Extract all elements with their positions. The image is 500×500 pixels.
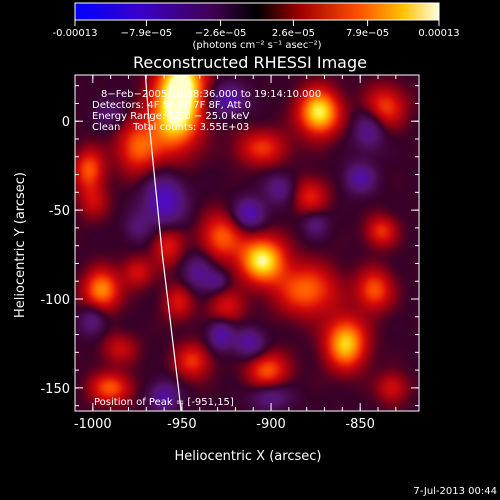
y-tick-label: -100 [40,293,70,308]
y-axis: 0 -50 -100 -150 [40,85,419,407]
info-detectors: Detectors: 4F 5F 6F 7F 8F, Att 0 [92,100,251,111]
colorbar-tick-label: 2.6e−05 [272,28,315,39]
footer-timestamp: 7-Jul-2013 00:44 [413,486,497,497]
info-clean-counts: Clean Total counts: 3.55E+03 [92,122,249,133]
colorbar-tick-label: −7.9e−05 [121,28,173,39]
colorbar-ticks: -0.00013 −7.9e−05 −2.6e−05 2.6e−05 7.9e−05 0.… [53,20,460,39]
solar-limb-line [144,75,182,411]
x-tick-label: -850 [345,417,375,432]
colorbar-tick-label: 7.9e−05 [346,28,389,39]
heatmap-area [75,75,419,411]
observation-info: 8−Feb−2005 18:38:36.000 to 19:14:10.000 … [92,89,321,133]
peak-position-label: Position of Peak = [-951,15] [94,397,234,408]
colorbar-unit-label: (photons cm⁻² s⁻¹ asec⁻²) [192,40,321,51]
y-tick-label: 0 [62,115,70,130]
x-tick-label: -1000 [74,417,112,432]
y-tick-label: -150 [40,382,70,397]
x-axis: -1000 -950 -900 -850 [74,75,397,432]
plot-frame [74,74,420,412]
y-axis-title: Heliocentric Y (arcsec) [13,172,28,318]
x-axis-title: Heliocentric X (arcsec) [175,449,322,464]
heatmap-image [75,75,419,411]
colorbar-tick-label: -0.00013 [53,28,98,39]
info-time-range: 8−Feb−2005 18:38:36.000 to 19:14:10.000 [101,89,321,100]
info-energy-range: Energy Range: 12.0 − 25.0 keV [92,111,249,122]
colorbar-tick-label: −2.6e−05 [195,28,247,39]
x-tick-label: -900 [256,417,286,432]
colorbar-tick-label: 0.00013 [418,28,459,39]
colorbar: -0.00013 −7.9e−05 −2.6e−05 2.6e−05 7.9e−05 0.… [53,2,460,51]
chart-title: Reconstructed RHESSI Image [133,53,367,72]
y-tick-label: -50 [49,204,70,219]
x-tick-label: -950 [167,417,197,432]
colorbar-gradient [74,2,440,21]
